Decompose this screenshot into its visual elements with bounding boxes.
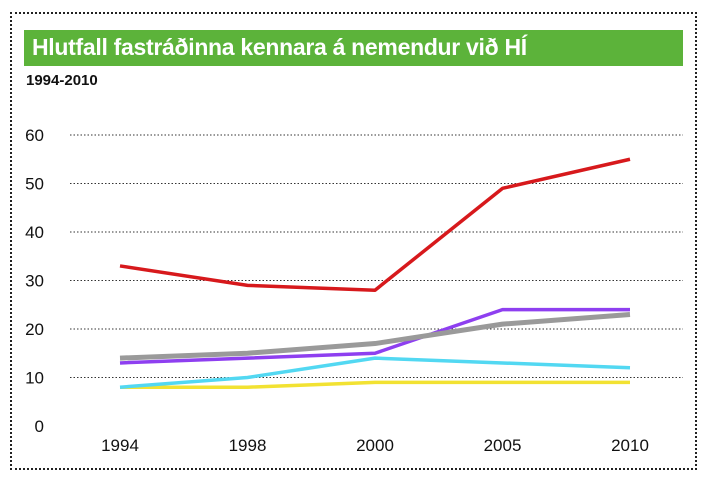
y-tick-label: 60 [25,126,44,145]
series-line-5 [120,380,630,389]
x-tick-label: 2005 [484,436,522,455]
chart-title: Hlutfall fastráðinna kennara á nemendur … [32,34,527,60]
y-tick-label: 20 [25,320,44,339]
y-tick-label: 30 [25,272,44,291]
y-tick-label: 40 [25,223,44,242]
y-tick-label: 0 [35,417,44,436]
series-line-3 [119,307,630,365]
chart-frame [10,12,697,470]
chart-subtitle: 1994-2010 [26,72,98,89]
grid-lines [70,134,683,378]
y-tick-label: 50 [25,175,44,194]
series-line-4 [119,356,631,389]
x-tick-label: 1994 [101,436,139,455]
series-line-2 [119,311,631,361]
x-axis-ticks: 1994 1998 2000 2005 2010 [101,436,649,455]
x-tick-label: 1998 [229,436,267,455]
series-lines [119,157,631,389]
title-bar: Hlutfall fastráðinna kennara á nemendur … [24,30,683,66]
y-tick-label: 10 [25,369,44,388]
series-line-1 [119,157,631,292]
y-axis-ticks: 0 10 20 30 40 50 60 [25,126,44,436]
x-tick-label: 2000 [356,436,394,455]
x-tick-label: 2010 [611,436,649,455]
